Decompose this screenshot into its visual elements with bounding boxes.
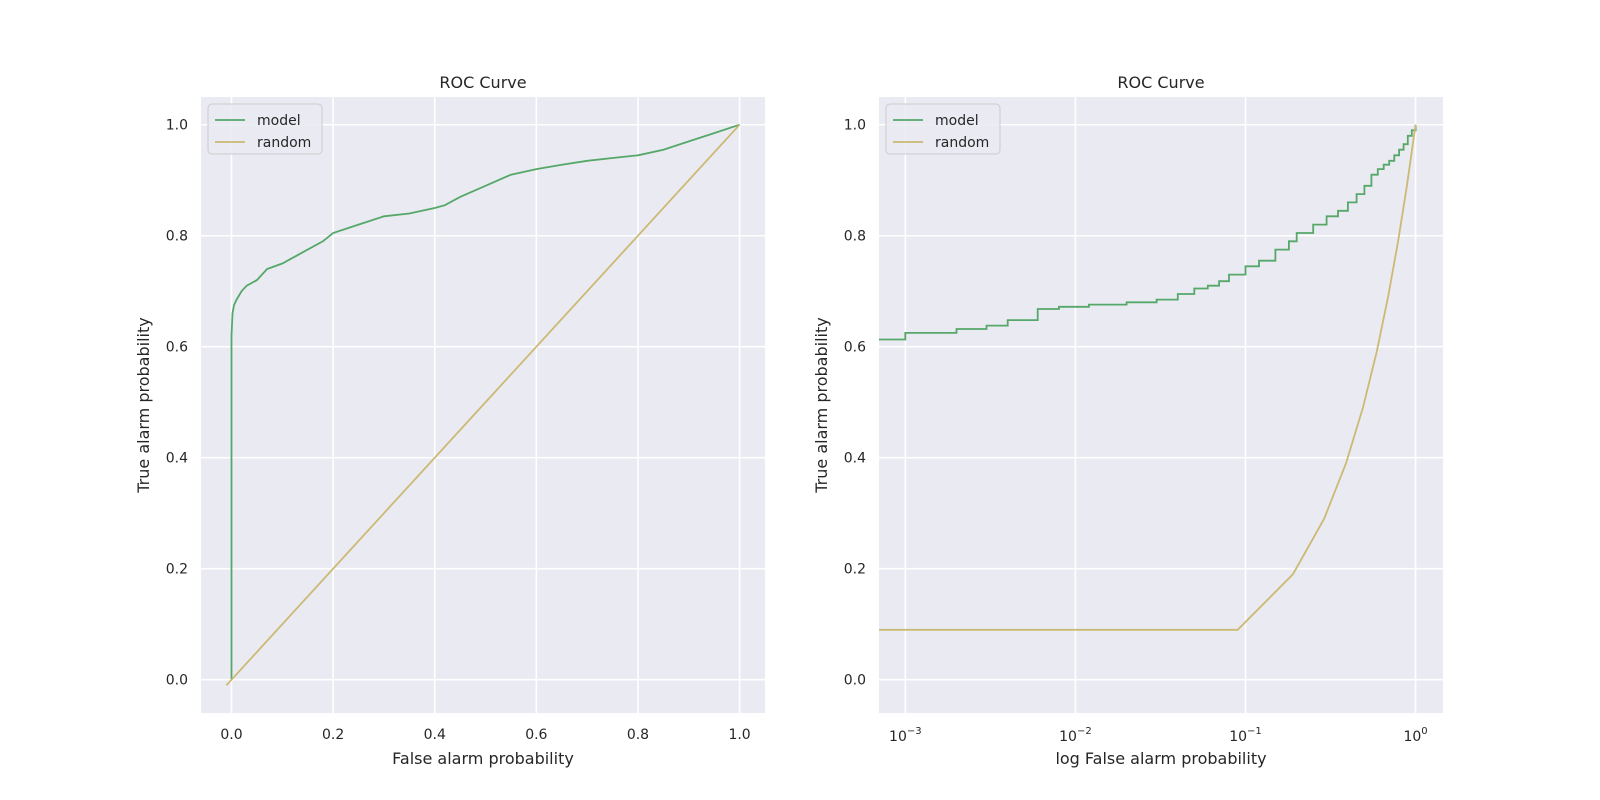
- chart-1-y-tick-label: 0.8: [166, 229, 188, 245]
- chart-1-title: ROC Curve: [439, 73, 526, 92]
- chart-2-legend-label-model: model: [935, 113, 979, 129]
- chart-2-legend-label-random: random: [935, 135, 989, 151]
- chart-2-x-tick-label: 100: [1403, 726, 1427, 745]
- chart-1-y-axis-label: True alarm probability: [134, 317, 153, 493]
- chart-2-series-model: [879, 124, 1417, 341]
- chart-2-x-tick-exponent: 0: [1421, 726, 1427, 737]
- chart-2-y-axis-label: True alarm probability: [812, 317, 831, 493]
- chart-2-x-tick-base: 10: [1403, 729, 1421, 745]
- chart-2-x-tick-base: 10: [1229, 729, 1247, 745]
- chart-1-x-axis-label: False alarm probability: [392, 749, 574, 768]
- chart-1-x-tick-label: 0.8: [627, 727, 649, 743]
- chart-1-series-model: [230, 123, 740, 680]
- chart-2-y-tick-label: 0.2: [844, 562, 866, 578]
- chart-1-y-tick-label: 0.0: [166, 673, 188, 689]
- chart-1-x-tick-label: 0.6: [525, 727, 547, 743]
- chart-1-y-tick-label: 0.6: [166, 340, 188, 356]
- chart-2-y-tick-label: 0.0: [844, 673, 866, 689]
- chart-1-legend-label-random: random: [257, 135, 311, 151]
- chart-2-y-tick-label: 0.4: [844, 451, 866, 467]
- chart-1-legend-label-model: model: [257, 113, 301, 129]
- chart-2-x-tick-base: 10: [1059, 729, 1077, 745]
- chart-1-x-tick-label: 0.2: [322, 727, 344, 743]
- chart-2-y-tick-label: 0.8: [844, 229, 866, 245]
- chart-1-y-tick-label: 0.4: [166, 451, 188, 467]
- chart-2-x-tick-exponent: −3: [907, 726, 922, 737]
- chart-2-x-tick-label: 10−3: [889, 726, 922, 745]
- chart-2-y-tick-label: 1.0: [844, 118, 866, 134]
- chart-2-title: ROC Curve: [1117, 73, 1204, 92]
- chart-1-y-tick-label: 1.0: [166, 118, 188, 134]
- chart-2-x-tick-base: 10: [889, 729, 907, 745]
- chart-1-legend: model random: [207, 103, 323, 155]
- chart-2-y-tick-label: 0.6: [844, 340, 866, 356]
- chart-2-x-axis-label: log False alarm probability: [1055, 749, 1266, 768]
- chart-2-x-tick-label: 10−1: [1229, 726, 1262, 745]
- chart-1-y-tick-label: 0.2: [166, 562, 188, 578]
- chart-1-x-tick-label: 1.0: [728, 727, 750, 743]
- chart-1-x-tick-label: 0.4: [424, 727, 446, 743]
- chart-2-x-tick-label: 10−2: [1059, 726, 1092, 745]
- chart-1-series-random: [225, 124, 741, 686]
- chart-2-x-tick-exponent: −2: [1077, 726, 1092, 737]
- chart-2-series-random: [879, 124, 1417, 631]
- chart-1-x-tick-label: 0.0: [220, 727, 242, 743]
- chart-2-plot-area: [879, 97, 1443, 713]
- chart-2-legend: model random: [885, 103, 1001, 155]
- chart-2-x-tick-exponent: −1: [1247, 726, 1262, 737]
- chart-1: 0.0 0.2 0.4 0.6 0.8 1.0 0.0 0.2 0.4 0.6 0.8 1.0 ROC …: [134, 73, 765, 768]
